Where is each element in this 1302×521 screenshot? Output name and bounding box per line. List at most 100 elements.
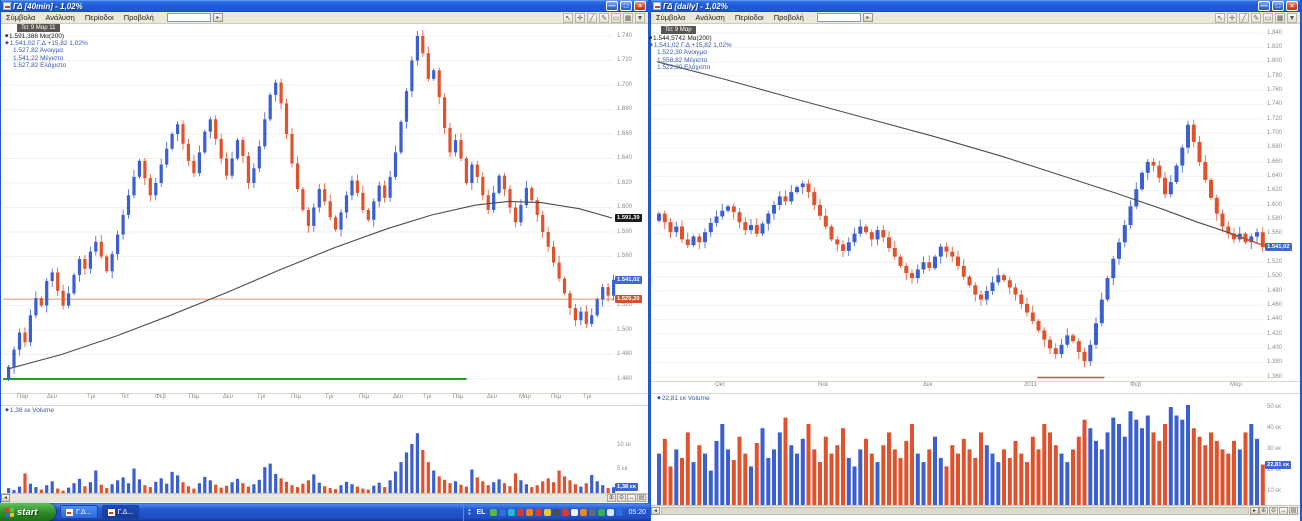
save-tool-icon[interactable]: ▼: [635, 12, 645, 23]
close-button[interactable]: ×: [1286, 1, 1298, 11]
minimize-button[interactable]: —: [606, 1, 618, 11]
candle: [691, 236, 696, 246]
restore-button[interactable]: □: [1272, 1, 1284, 11]
candle: [1243, 233, 1248, 243]
trendline-tool-icon[interactable]: ╱: [1239, 12, 1249, 23]
scroll-left-icon[interactable]: ◄: [1, 494, 10, 502]
menu-analysis[interactable]: Ανάλυση: [695, 13, 725, 22]
candle: [754, 225, 759, 234]
volume-bar: [766, 457, 771, 505]
symbol-input[interactable]: [166, 13, 211, 22]
candle: [1128, 206, 1133, 225]
pencil-tool-icon[interactable]: ✎: [1251, 12, 1261, 23]
tray-icon[interactable]: [535, 508, 543, 516]
volume-bar: [1128, 411, 1133, 505]
close-button[interactable]: ×: [634, 1, 646, 11]
cursor-tool-icon[interactable]: ↖: [563, 12, 573, 23]
taskbar-button-chart2[interactable]: Γ.Δ...: [101, 505, 140, 519]
tray-icon[interactable]: [490, 508, 498, 516]
scroll-right-icon[interactable]: ►: [1250, 506, 1259, 515]
menu-periods[interactable]: Περίοδοι: [734, 13, 764, 22]
volume-bar: [350, 484, 354, 494]
scroll-left-icon[interactable]: ◄: [651, 506, 660, 515]
rect-tool-icon[interactable]: ▭: [611, 12, 621, 23]
crosshair-tool-icon[interactable]: ✛: [1227, 12, 1237, 23]
candle: [944, 246, 949, 252]
menu-periods[interactable]: Περίοδοι: [84, 13, 114, 22]
menu-view[interactable]: Προβολή: [123, 13, 154, 22]
candle: [760, 223, 765, 234]
restore-button[interactable]: □: [620, 1, 632, 11]
menu-view[interactable]: Προβολή: [773, 13, 804, 22]
volume-bar: [904, 440, 909, 505]
candles-series: [657, 119, 1265, 368]
zoom-in-icon[interactable]: ⊕: [1259, 506, 1268, 515]
volume-bar: [77, 478, 82, 494]
tray-icon[interactable]: [607, 508, 615, 516]
titlebar-daily[interactable]: ΓΔ [daily] - 1,02% — □ ×: [651, 0, 1300, 12]
pan-icon[interactable]: ↔: [1279, 506, 1288, 515]
zoom-out-icon[interactable]: ⊖: [1269, 506, 1278, 515]
app-icon: [653, 2, 661, 10]
candle: [852, 233, 857, 243]
candle: [568, 293, 572, 308]
price-chart-canvas-daily[interactable]: [651, 0, 1300, 521]
tray-icon[interactable]: [517, 508, 525, 516]
fit-icon[interactable]: ▤: [637, 494, 646, 502]
save-tool-icon[interactable]: ▼: [1287, 12, 1297, 23]
candle: [737, 212, 742, 223]
crosshair-tool-icon[interactable]: ✛: [575, 12, 585, 23]
scrollbar-track[interactable]: [661, 506, 1249, 515]
tray-icon[interactable]: [544, 508, 552, 516]
pencil-tool-icon[interactable]: ✎: [599, 12, 609, 23]
zoom-out-icon[interactable]: ⊖: [617, 494, 626, 502]
tray-scroll-icons[interactable]: ▲ ▼: [467, 507, 472, 516]
candle: [697, 236, 702, 243]
candle: [657, 213, 661, 221]
tray-icon[interactable]: [499, 508, 507, 516]
rect-tool-icon[interactable]: ▭: [1263, 12, 1273, 23]
language-indicator[interactable]: EL: [476, 508, 486, 516]
candle: [910, 273, 914, 279]
tray-icon[interactable]: [598, 508, 606, 516]
menu-symbols[interactable]: Σύμβολα: [6, 13, 36, 22]
volume-bar: [399, 462, 403, 494]
candle: [674, 226, 679, 233]
taskbar-button-chart1[interactable]: Γ.Δ...: [60, 505, 98, 519]
grid-tool-icon[interactable]: ▦: [1275, 12, 1285, 23]
zoom-in-icon[interactable]: ⊕: [607, 494, 616, 502]
start-button[interactable]: start: [0, 503, 56, 521]
pan-icon[interactable]: ↔: [627, 494, 636, 502]
tray-icon[interactable]: [562, 508, 570, 516]
tray-icon[interactable]: [580, 508, 588, 516]
minimize-button[interactable]: —: [1258, 1, 1270, 11]
candle: [279, 82, 283, 104]
volume-bar: [176, 475, 180, 494]
candle: [88, 251, 92, 269]
titlebar-40min[interactable]: ΓΔ [40min] - 1,02% — □ ×: [1, 0, 648, 12]
candle: [530, 187, 534, 201]
grid-tool-icon[interactable]: ▦: [623, 12, 633, 23]
tray-icon[interactable]: [508, 508, 516, 516]
fit-icon[interactable]: ▤: [1289, 506, 1298, 515]
lookup-icon[interactable]: ▸: [862, 13, 873, 22]
lookup-icon[interactable]: ▸: [212, 13, 223, 22]
horizontal-scrollbar[interactable]: ◄ ► ⊕ ⊖ ↔ ▤: [651, 505, 1300, 515]
trendline-tool-icon[interactable]: ╱: [587, 12, 597, 23]
volume-bar: [1191, 428, 1196, 505]
price-chart-canvas-40min[interactable]: [1, 0, 648, 503]
volume-bar: [317, 482, 321, 494]
menu-analysis[interactable]: Ανάλυση: [45, 13, 75, 22]
tray-icon[interactable]: [553, 508, 561, 516]
tray-icon[interactable]: [589, 508, 597, 516]
volume-bar: [1042, 424, 1047, 505]
symbol-input[interactable]: [816, 13, 861, 22]
volume-bar: [45, 485, 49, 494]
tray-icon[interactable]: [616, 508, 624, 516]
volume-bar: [197, 483, 201, 494]
volume-bar: [557, 470, 561, 494]
tray-icon[interactable]: [571, 508, 579, 516]
tray-icon[interactable]: [526, 508, 534, 516]
menu-symbols[interactable]: Σύμβολα: [656, 13, 686, 22]
cursor-tool-icon[interactable]: ↖: [1215, 12, 1225, 23]
